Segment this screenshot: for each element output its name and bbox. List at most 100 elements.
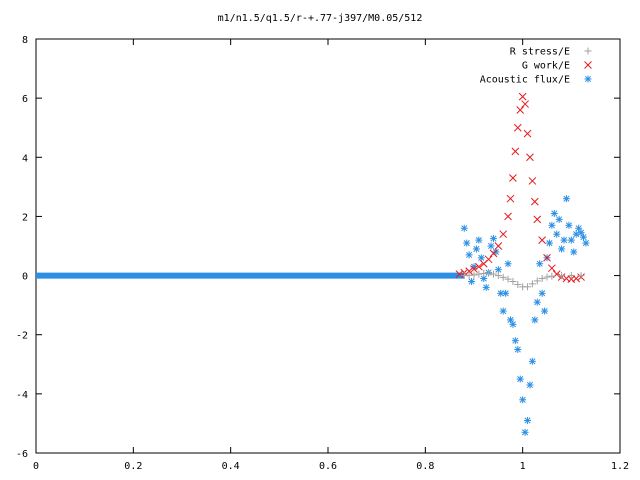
data-point — [533, 298, 541, 306]
data-point — [470, 271, 478, 279]
data-point — [489, 249, 498, 258]
x-tick-label: 0.2 — [124, 461, 142, 472]
legend-label: G work/E — [522, 61, 570, 72]
data-point — [513, 123, 522, 132]
legend-marker — [584, 75, 592, 83]
data-point — [521, 100, 529, 108]
series-g-work-e — [455, 92, 585, 283]
data-point — [487, 242, 495, 250]
data-point — [528, 177, 537, 185]
y-tick-label: 0 — [22, 272, 28, 283]
x-tick-label: 1 — [520, 461, 526, 472]
data-point — [499, 273, 507, 281]
data-point — [494, 242, 503, 250]
data-point — [519, 396, 527, 404]
y-tick-label: -4 — [16, 390, 28, 401]
data-point — [485, 269, 493, 277]
data-layer — [36, 92, 590, 436]
data-point — [538, 289, 546, 297]
y-tick-label: -6 — [16, 449, 28, 460]
data-point — [555, 215, 563, 223]
data-point — [550, 209, 558, 217]
data-point — [499, 230, 508, 239]
data-point — [463, 239, 471, 247]
data-point — [514, 280, 522, 288]
y-tick-label: 8 — [22, 35, 28, 46]
data-point — [499, 307, 507, 315]
data-point — [533, 277, 541, 285]
data-point — [489, 270, 497, 278]
legend-marker — [584, 47, 592, 55]
x-tick-label: 0.4 — [222, 461, 240, 472]
x-tick-label: 1.2 — [611, 461, 629, 472]
data-point — [526, 381, 534, 389]
data-point — [558, 272, 566, 280]
data-point — [475, 236, 483, 244]
legend-label: R stress/E — [510, 47, 570, 58]
data-point — [494, 272, 502, 280]
data-point — [494, 266, 502, 274]
data-point — [504, 212, 512, 221]
data-point — [582, 239, 590, 247]
chart-title: m1/n1.5/q1.5/r-+.77-j397/M0.05/512 — [218, 13, 423, 24]
data-point — [528, 357, 536, 365]
data-point — [558, 245, 566, 253]
data-point — [543, 273, 551, 281]
data-point — [545, 239, 553, 247]
data-point — [541, 307, 549, 315]
y-tick-label: 2 — [22, 212, 28, 223]
data-point — [518, 92, 527, 101]
data-point — [475, 270, 483, 278]
data-point — [536, 260, 544, 268]
data-point — [553, 230, 561, 238]
data-point — [509, 277, 517, 285]
data-point — [489, 235, 497, 243]
data-point — [516, 375, 524, 383]
series-r-stress-e — [460, 269, 585, 291]
data-point — [516, 106, 525, 114]
data-point — [509, 174, 517, 182]
data-point — [475, 262, 483, 271]
data-point — [560, 236, 568, 244]
data-point — [511, 147, 520, 156]
data-point — [511, 337, 519, 345]
data-point — [484, 255, 493, 264]
data-point — [572, 274, 581, 283]
data-point — [567, 272, 575, 280]
data-point — [548, 272, 556, 280]
data-point — [565, 221, 573, 229]
data-point — [506, 194, 515, 203]
data-point — [524, 416, 532, 424]
axes: 0 0.2 0.4 0.6 0.8 1 1.2 8 6 4 2 0 -2 -4 -6 — [16, 35, 629, 472]
legend: R stress/E G work/E Acoustic flux/E — [480, 47, 592, 86]
data-point — [460, 224, 468, 232]
y-tick-label: 6 — [22, 94, 28, 105]
data-point — [538, 236, 546, 244]
data-point — [482, 283, 490, 291]
data-point — [523, 129, 532, 138]
x-tick-label: 0.8 — [416, 461, 434, 472]
data-point — [470, 265, 478, 273]
data-point — [538, 275, 546, 283]
y-tick-label: -2 — [16, 331, 28, 342]
x-tick-label: 0 — [33, 461, 39, 472]
data-point — [570, 248, 578, 256]
data-point — [548, 221, 556, 229]
x-tick-label: 0.6 — [319, 461, 337, 472]
data-point — [528, 280, 536, 288]
data-point — [533, 215, 542, 224]
data-point — [524, 283, 532, 291]
data-point — [504, 275, 512, 283]
data-point — [477, 254, 485, 262]
data-point — [580, 233, 587, 241]
data-point — [504, 260, 512, 268]
legend-label: Acoustic flux/E — [480, 75, 570, 86]
data-point — [468, 277, 476, 285]
data-point — [465, 251, 473, 259]
data-point — [514, 346, 522, 353]
data-point — [502, 289, 510, 297]
data-point — [531, 316, 539, 324]
data-point — [577, 272, 585, 280]
data-point — [521, 428, 529, 436]
